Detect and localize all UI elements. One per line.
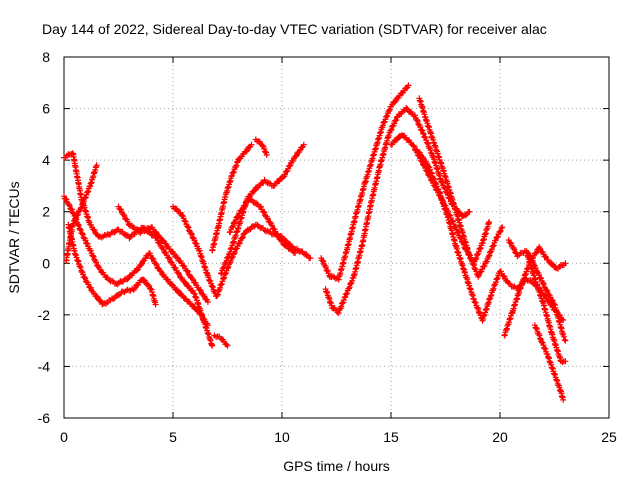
series-track-9 — [252, 136, 270, 158]
data-points-track-6 — [170, 203, 314, 300]
data-points-track-2 — [61, 193, 211, 329]
data-points-track-9 — [252, 136, 270, 158]
x-tick-label: 20 — [492, 429, 508, 445]
plot-frame — [63, 56, 610, 419]
data-points-track-7 — [209, 141, 255, 254]
series-track-11 — [226, 196, 299, 256]
y-tick-label: 6 — [42, 101, 50, 117]
series-track-12 — [318, 82, 412, 283]
data-points-track-18 — [501, 244, 569, 339]
series-track-4 — [63, 162, 100, 264]
y-axis-label: SDTVAR / TECUs — [6, 181, 22, 293]
x-tick-label: 25 — [601, 429, 617, 445]
y-tick-label: -2 — [38, 307, 51, 323]
data-series — [61, 82, 569, 403]
y-tick-label: -6 — [38, 410, 51, 426]
grid — [64, 57, 609, 418]
y-tick-label: -4 — [38, 358, 51, 374]
x-tick-label: 0 — [60, 429, 68, 445]
series-track-15 — [416, 95, 506, 280]
x-tick-label: 5 — [169, 429, 177, 445]
series-track-7 — [209, 141, 255, 254]
y-tick-label: 4 — [42, 152, 50, 168]
axis-ticks: 0 5 10 15 20 25 -6 -4 -2 0 2 4 6 8 — [38, 49, 617, 445]
y-tick-label: 2 — [42, 204, 50, 220]
x-tick-label: 10 — [274, 429, 290, 445]
y-tick-label: 0 — [42, 255, 50, 271]
data-points-track-3 — [65, 221, 159, 308]
data-points-track-15 — [416, 95, 506, 280]
data-points-track-4 — [63, 162, 100, 264]
series-track-19 — [531, 322, 567, 403]
series-track-20 — [525, 250, 569, 344]
data-points-track-13 — [322, 105, 473, 317]
series-track-13 — [322, 105, 473, 317]
chart-title: Day 144 of 2022, Sidereal Day-to-day VTE… — [42, 21, 547, 37]
series-track-1 — [61, 150, 216, 349]
series-track-2 — [61, 193, 211, 329]
data-points-track-5 — [115, 203, 211, 305]
series-track-6 — [170, 203, 314, 300]
series-track-5 — [115, 203, 211, 305]
series-track-3 — [65, 221, 159, 308]
data-points-track-19 — [531, 322, 567, 403]
series-track-18 — [501, 244, 569, 339]
x-tick-label: 15 — [383, 429, 399, 445]
data-points-track-10 — [211, 332, 231, 349]
data-points-track-1 — [61, 150, 216, 349]
data-points-track-11 — [226, 196, 299, 256]
x-axis-label: GPS time / hours — [283, 458, 390, 474]
data-points-track-12 — [318, 82, 412, 283]
series-track-10 — [211, 332, 231, 349]
y-tick-label: 8 — [42, 49, 50, 65]
data-points-track-20 — [525, 250, 569, 344]
